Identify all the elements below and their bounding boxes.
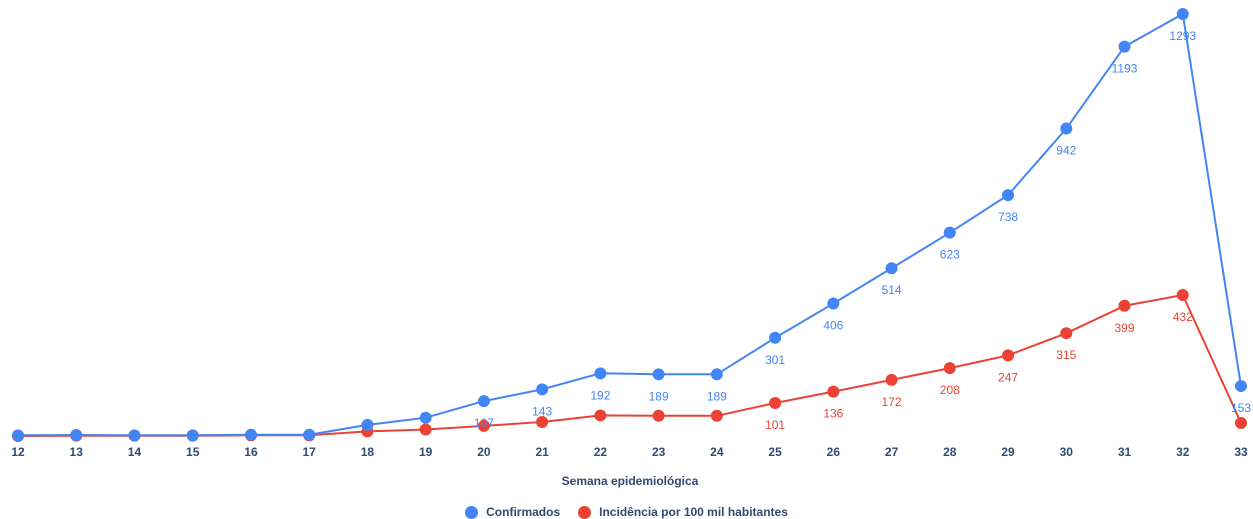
data-point-confirmados[interactable] <box>536 383 549 396</box>
data-point-confirmados[interactable] <box>1060 122 1073 135</box>
x-tick-label: 18 <box>361 445 375 459</box>
data-label-confirmados: 189 <box>707 389 727 403</box>
data-point-incidencia[interactable] <box>477 419 490 432</box>
data-point-incidencia[interactable] <box>1235 416 1247 429</box>
data-label-confirmados: 192 <box>590 388 610 402</box>
legend-label-confirmados: Confirmados <box>486 505 561 519</box>
data-label-incidencia: 432 <box>1173 310 1193 324</box>
data-point-confirmados[interactable] <box>70 429 83 442</box>
data-point-confirmados[interactable] <box>652 368 665 381</box>
x-tick-label: 25 <box>768 445 782 459</box>
x-tick-label: 16 <box>244 445 258 459</box>
data-point-confirmados[interactable] <box>885 262 898 275</box>
x-tick-label: 23 <box>652 445 666 459</box>
x-tick-label: 29 <box>1001 445 1015 459</box>
data-point-confirmados[interactable] <box>1176 8 1189 20</box>
data-label-incidencia: 208 <box>940 383 960 397</box>
x-tick-label: 13 <box>70 445 84 459</box>
data-label-incidencia: 101 <box>765 418 785 432</box>
data-point-incidencia[interactable] <box>769 397 782 410</box>
x-tick-label: 33 <box>1234 445 1248 459</box>
x-tick-label: 20 <box>477 445 491 459</box>
data-point-confirmados[interactable] <box>186 429 199 442</box>
data-point-incidencia[interactable] <box>885 373 898 386</box>
data-label-confirmados: 143 <box>532 404 552 418</box>
data-point-confirmados[interactable] <box>1235 380 1247 393</box>
data-point-confirmados[interactable] <box>1002 189 1015 202</box>
data-label-confirmados: 942 <box>1056 144 1076 158</box>
data-label-confirmados: 406 <box>823 318 843 332</box>
data-label-confirmados: 1193 <box>1112 62 1138 76</box>
x-axis-title: Semana epidemiológica <box>562 474 699 488</box>
data-point-confirmados[interactable] <box>710 368 723 381</box>
data-point-incidencia[interactable] <box>1118 299 1131 312</box>
data-point-incidencia[interactable] <box>594 409 607 422</box>
data-point-confirmados[interactable] <box>769 331 782 344</box>
data-point-confirmados[interactable] <box>12 429 24 442</box>
legend-marker-incidencia <box>578 505 592 519</box>
data-label-confirmados: 189 <box>649 389 669 403</box>
data-point-incidencia[interactable] <box>827 385 840 398</box>
x-tick-label: 27 <box>885 445 899 459</box>
data-point-incidencia[interactable] <box>419 423 432 436</box>
data-point-confirmados[interactable] <box>827 297 840 310</box>
data-label-incidencia: 399 <box>1115 321 1135 335</box>
x-tick-label: 22 <box>594 445 608 459</box>
x-tick-label: 24 <box>710 445 724 459</box>
data-point-incidencia[interactable] <box>1002 349 1015 362</box>
x-tick-label: 21 <box>535 445 549 459</box>
data-point-incidencia[interactable] <box>536 415 549 428</box>
data-label-confirmados: 153 <box>1231 401 1251 415</box>
data-label-incidencia: 136 <box>823 407 843 421</box>
x-tick-label: 30 <box>1060 445 1074 459</box>
legend: Confirmados Incidência por 100 mil habit… <box>0 505 1253 519</box>
data-point-confirmados[interactable] <box>128 429 141 442</box>
data-label-confirmados: 107 <box>474 416 494 430</box>
data-label-confirmados: 301 <box>765 353 785 367</box>
data-point-confirmados[interactable] <box>477 395 490 408</box>
data-label-incidencia: 315 <box>1056 348 1076 362</box>
legend-item-confirmados[interactable]: Confirmados <box>465 505 560 519</box>
x-tick-label: 19 <box>419 445 433 459</box>
data-label-incidencia: 247 <box>998 370 1018 384</box>
data-point-confirmados[interactable] <box>1118 40 1131 53</box>
data-point-confirmados[interactable] <box>244 428 257 441</box>
data-label-incidencia: 172 <box>882 395 902 409</box>
data-point-confirmados[interactable] <box>303 428 316 441</box>
data-point-incidencia[interactable] <box>1176 289 1189 302</box>
data-point-confirmados[interactable] <box>361 418 374 431</box>
x-tick-label: 32 <box>1176 445 1190 459</box>
x-tick-label: 31 <box>1118 445 1132 459</box>
data-point-incidencia[interactable] <box>652 409 665 422</box>
legend-item-incidencia[interactable]: Incidência por 100 mil habitantes <box>578 505 788 519</box>
data-point-confirmados[interactable] <box>594 367 607 380</box>
x-tick-label: 15 <box>186 445 200 459</box>
data-point-incidencia[interactable] <box>943 362 956 375</box>
x-tick-label: 28 <box>943 445 957 459</box>
data-label-confirmados: 514 <box>882 283 902 297</box>
series-line-confirmados <box>17 12 1242 437</box>
data-label-confirmados: 623 <box>940 248 960 262</box>
x-tick-label: 12 <box>11 445 25 459</box>
legend-marker-confirmados <box>465 505 479 519</box>
x-tick-label: 14 <box>128 445 142 459</box>
data-label-confirmados: 738 <box>998 210 1018 224</box>
x-tick-label: 17 <box>303 445 317 459</box>
data-point-incidencia[interactable] <box>1060 327 1073 340</box>
data-point-confirmados[interactable] <box>419 411 432 424</box>
data-label-confirmados: 1293 <box>1169 29 1196 43</box>
series-line-incidencia <box>17 293 1242 437</box>
legend-label-incidencia: Incidência por 100 mil habitantes <box>599 505 788 519</box>
data-point-incidencia[interactable] <box>710 409 723 422</box>
data-point-confirmados[interactable] <box>943 226 956 239</box>
x-tick-label: 26 <box>827 445 841 459</box>
